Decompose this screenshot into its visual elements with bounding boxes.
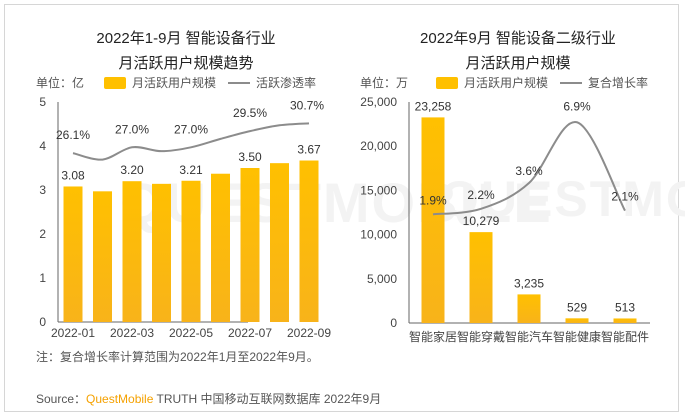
line-data-label: 6.9% xyxy=(563,99,591,113)
x-tick-label: 2022-01 xyxy=(51,326,95,340)
bar xyxy=(517,294,541,323)
line-data-label: 27.0% xyxy=(174,122,208,136)
title-line2: 月活跃用户规模趋势 xyxy=(118,55,254,72)
unit-label: 单位：万 xyxy=(360,76,409,90)
frame xyxy=(4,4,679,412)
x-tick-label: 智能家居 xyxy=(409,329,457,344)
line-data-label: 2.2% xyxy=(467,188,495,202)
watermark: QUESTMOBILE xyxy=(440,171,685,227)
bar-legend-swatch xyxy=(104,76,127,89)
right-chart-title: 2022年9月 智能设备二级行业 月活跃用户规模 xyxy=(368,26,668,76)
y-tick-label: 4 xyxy=(39,139,46,153)
legend-label: 月活跃用户规模 xyxy=(464,76,549,90)
y-tick-label: 20,000 xyxy=(360,139,397,153)
y-tick-label: 1 xyxy=(39,271,46,285)
title-line1: 2022年1-9月 智能设备行业 xyxy=(96,30,276,47)
bar xyxy=(613,318,637,323)
y-tick-label: 3 xyxy=(39,183,46,197)
x-tick-label: 2022-03 xyxy=(110,326,154,340)
bar xyxy=(240,168,260,322)
x-tick-label: 2022-05 xyxy=(169,326,213,340)
bar-data-label: 23,258 xyxy=(415,99,452,113)
title-line2: 月活跃用户规模 xyxy=(465,55,571,72)
bar-data-label: 3.21 xyxy=(179,163,203,177)
x-tick-label: 智能穿戴 xyxy=(457,329,505,344)
source-line: Source：QuestMobile TRUTH 中国移动互联网数据库 2022… xyxy=(36,390,381,407)
bar-data-label: 3.50 xyxy=(238,150,262,164)
bar xyxy=(152,183,171,322)
left-chart-title: 2022年1-9月 智能设备行业 月活跃用户规模趋势 xyxy=(36,26,336,76)
rate-line xyxy=(72,122,310,161)
bar xyxy=(421,117,445,323)
line-data-label: 30.7% xyxy=(290,98,324,112)
line-data-label: 26.1% xyxy=(56,128,90,142)
y-tick-label: 25,000 xyxy=(360,95,397,109)
bar xyxy=(181,180,201,322)
y-tick-label: 0 xyxy=(39,315,46,329)
y-tick-label: 5 xyxy=(39,95,46,109)
source-brand: QuestMobile xyxy=(86,392,154,406)
legend-label: 月活跃用户规模 xyxy=(132,76,217,90)
bar-data-label: 513 xyxy=(615,300,635,314)
bar xyxy=(565,318,589,323)
bar xyxy=(299,160,319,322)
right-legend: 单位：万 月活跃用户规模 复合增长率 xyxy=(360,74,648,91)
line-legend-swatch xyxy=(560,81,583,84)
line-legend-swatch xyxy=(228,81,251,84)
y-tick-label: 15,000 xyxy=(360,183,397,197)
source-text: TRUTH 中国移动互联网数据库 2022年9月 xyxy=(153,392,382,406)
bar-data-label: 3.08 xyxy=(61,168,85,182)
bar xyxy=(270,163,289,322)
bar xyxy=(93,191,112,322)
title-line1: 2022年9月 智能设备二级行业 xyxy=(420,30,616,47)
line-data-label: 2.1% xyxy=(611,190,639,204)
y-tick-label: 2 xyxy=(39,227,46,241)
bar-data-label: 3,235 xyxy=(514,276,544,290)
x-tick-label: 智能健康 xyxy=(553,329,601,344)
bar xyxy=(211,173,230,322)
line-data-label: 1.9% xyxy=(419,193,447,207)
y-tick-label: 5,000 xyxy=(367,272,397,286)
x-tick-label: 2022-07 xyxy=(228,326,272,340)
bar-legend-swatch xyxy=(436,76,459,89)
legend-label: 复合增长率 xyxy=(588,76,649,90)
bar-data-label: 3.67 xyxy=(297,143,321,157)
bar xyxy=(469,232,493,323)
bar-data-label: 3.20 xyxy=(120,163,144,177)
y-tick-label: 0 xyxy=(390,316,397,330)
x-tick-label: 智能汽车 xyxy=(505,329,553,344)
y-tick-label: 10,000 xyxy=(360,228,397,242)
x-tick-label: 2022-09 xyxy=(287,326,331,340)
bar xyxy=(122,181,142,322)
line-data-label: 29.5% xyxy=(233,106,267,120)
unit-label: 单位：亿 xyxy=(36,76,85,90)
rate-line xyxy=(432,121,626,216)
bar xyxy=(63,186,83,322)
x-tick-label: 智能配件 xyxy=(601,329,649,344)
line-data-label: 27.0% xyxy=(115,122,149,136)
legend-label: 活跃渗透率 xyxy=(256,76,317,90)
source-prefix: Source： xyxy=(36,392,87,406)
footnote: 注：复合增长率计算范围为2022年1月至2022年9月。 xyxy=(36,350,319,364)
bar-data-label: 529 xyxy=(567,300,587,314)
left-legend: 单位：亿 月活跃用户规模 活跃渗透率 xyxy=(36,74,316,91)
bar-data-label: 10,279 xyxy=(463,214,500,228)
line-data-label: 3.6% xyxy=(515,164,543,178)
